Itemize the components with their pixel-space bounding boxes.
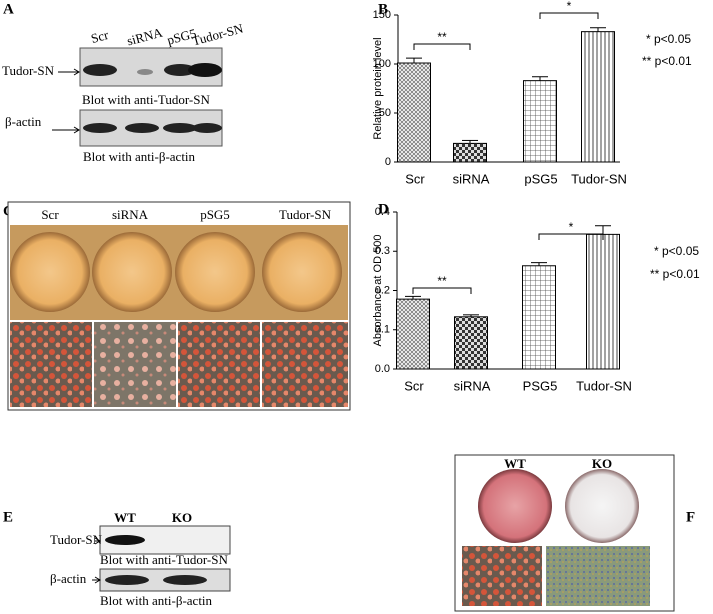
lane-label: Scr bbox=[41, 207, 59, 222]
significance-mark: * bbox=[567, 0, 572, 13]
lane-label: KO bbox=[592, 456, 612, 471]
bar bbox=[581, 31, 615, 163]
y-axis-label: Absorbance at OD 500 bbox=[372, 235, 384, 347]
x-tick-label: PSG5 bbox=[523, 378, 558, 393]
dish bbox=[478, 469, 552, 543]
arrow bbox=[92, 576, 101, 584]
panel-c: C Scr siRNA pSG5 Tudor-SN bbox=[3, 201, 351, 411]
lane-label: WT bbox=[114, 510, 136, 525]
significance-bracket bbox=[412, 287, 472, 294]
bar bbox=[397, 62, 431, 163]
band bbox=[164, 64, 196, 76]
panel-label: B bbox=[378, 1, 388, 17]
band bbox=[83, 64, 117, 76]
micrograph bbox=[10, 322, 92, 407]
micrograph bbox=[178, 322, 260, 407]
dish bbox=[565, 469, 639, 543]
significance-bracket bbox=[413, 43, 471, 50]
lane-label: siRNA bbox=[112, 207, 149, 222]
bar bbox=[454, 316, 488, 370]
lane-label: KO bbox=[172, 510, 192, 525]
lane-label: siRNA bbox=[125, 24, 164, 48]
micrograph bbox=[462, 546, 542, 606]
lane-label: Scr bbox=[89, 27, 110, 46]
x-tick-label: siRNA bbox=[453, 171, 490, 186]
band bbox=[83, 123, 117, 133]
significance-mark: ** bbox=[437, 274, 447, 288]
panel-label: D bbox=[378, 201, 389, 217]
significance-mark: * bbox=[569, 220, 574, 234]
significance-mark: ** bbox=[437, 30, 447, 44]
bar bbox=[586, 233, 620, 370]
y-tick-label: 0.0 bbox=[375, 363, 390, 375]
panel-e: E WT KO Tudor-SN Blot with anti-Tudor-SN… bbox=[3, 509, 231, 608]
band bbox=[137, 69, 153, 75]
arrow bbox=[94, 537, 101, 545]
y-tick-label: 0.1 bbox=[375, 324, 390, 336]
y-tick-label: 100 bbox=[373, 58, 391, 70]
band-label: β-actin bbox=[5, 114, 42, 129]
x-tick-label: Tudor-SN bbox=[576, 378, 632, 393]
x-tick-label: pSG5 bbox=[524, 171, 557, 186]
lane-label: pSG5 bbox=[165, 25, 197, 47]
y-tick-label: 0.4 bbox=[375, 206, 390, 218]
arrow bbox=[52, 126, 80, 134]
x-tick-label: Scr bbox=[404, 378, 424, 393]
significance-bracket bbox=[538, 233, 604, 240]
p-value-note: * p<0.05 bbox=[654, 244, 699, 258]
panel-label: A bbox=[3, 1, 14, 17]
micrograph bbox=[94, 322, 176, 407]
y-tick-label: 150 bbox=[373, 9, 391, 21]
bar bbox=[522, 265, 556, 370]
p-value-note: ** p<0.01 bbox=[650, 267, 700, 281]
bar bbox=[453, 142, 487, 163]
lane-label: Tudor-SN bbox=[191, 20, 246, 48]
panel-label: F bbox=[686, 509, 695, 525]
band bbox=[163, 123, 197, 133]
x-tick-label: Scr bbox=[405, 171, 425, 186]
band-label: Tudor-SN bbox=[2, 63, 55, 78]
arrow bbox=[58, 68, 80, 76]
y-tick-label: 0 bbox=[385, 156, 391, 168]
y-tick-label: 0.2 bbox=[375, 284, 390, 296]
panel-label: E bbox=[3, 509, 13, 525]
caption: Blot with anti-β-actin bbox=[100, 593, 213, 608]
band bbox=[188, 63, 222, 77]
band-label: β-actin bbox=[50, 571, 87, 586]
micrograph bbox=[262, 322, 348, 407]
caption: Blot with anti-Tudor-SN bbox=[82, 92, 210, 107]
caption: Blot with anti-β-actin bbox=[83, 149, 196, 164]
panel-f: F WT KO bbox=[454, 454, 695, 612]
x-tick-label: siRNA bbox=[454, 378, 491, 393]
band bbox=[163, 575, 207, 585]
p-value-note: * p<0.05 bbox=[646, 32, 691, 46]
bar bbox=[523, 80, 557, 163]
dish bbox=[175, 232, 255, 312]
x-tick-label: Tudor-SN bbox=[571, 171, 627, 186]
dish bbox=[262, 232, 342, 312]
lane-label: Tudor-SN bbox=[279, 207, 332, 222]
lane-label: WT bbox=[504, 456, 526, 471]
dish bbox=[10, 232, 90, 312]
band bbox=[105, 575, 149, 585]
caption: Blot with anti-Tudor-SN bbox=[100, 552, 228, 567]
p-value-note: ** p<0.01 bbox=[642, 54, 692, 68]
dish bbox=[92, 232, 172, 312]
y-tick-label: 50 bbox=[379, 107, 391, 119]
y-axis-label: Relative protein level bbox=[372, 37, 384, 139]
band-label: Tudor-SN bbox=[50, 532, 103, 547]
significance-bracket bbox=[539, 12, 599, 19]
y-tick-label: 0.3 bbox=[375, 245, 390, 257]
band bbox=[105, 535, 145, 545]
band bbox=[192, 123, 222, 133]
bar bbox=[396, 298, 430, 370]
lane-label: pSG5 bbox=[200, 207, 230, 222]
micrograph bbox=[546, 546, 650, 606]
band bbox=[125, 123, 159, 133]
panel-a: A Scr siRNA pSG5 Tudor-SN Tudor-SN Blot … bbox=[2, 1, 245, 164]
